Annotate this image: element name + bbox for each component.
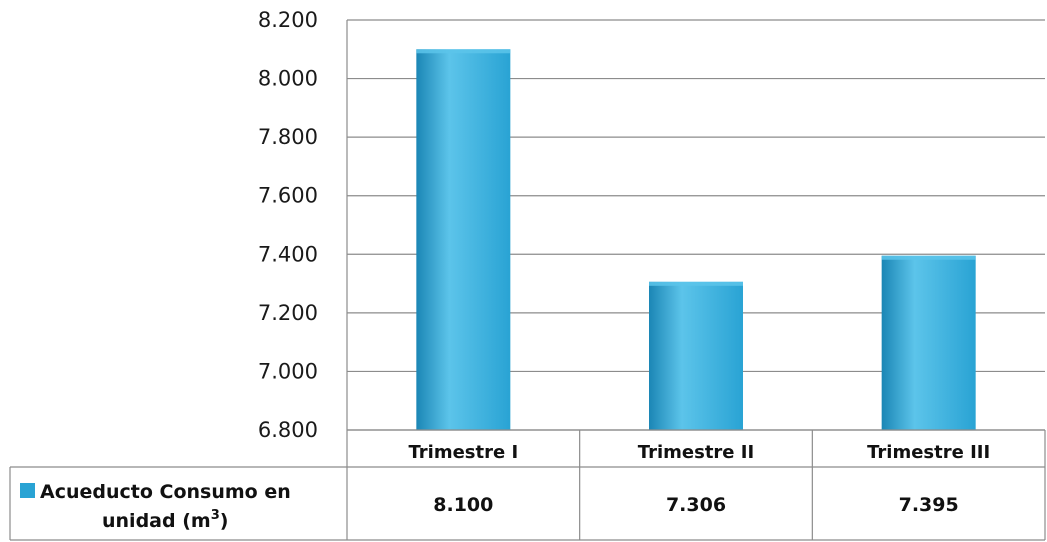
bars [416,49,976,431]
legend-label-line2: unidad (m3) [102,508,228,532]
y-tick-label-2: 7.200 [258,301,318,325]
y-tick-label-1: 7.000 [258,359,318,383]
category-label-2: Trimestre II [638,442,754,463]
y-tick-label-4: 7.600 [258,184,318,208]
value-label-1: 8.100 [433,494,493,516]
value-label-2: 7.306 [666,494,726,516]
value-label-3: 7.395 [899,494,959,516]
legend-label-unit-close: ) [220,510,229,532]
y-tick-label-7: 8.200 [258,8,318,32]
legend-label-line1: Acueducto Consumo en [40,481,291,503]
y-tick-label-0: 6.800 [258,418,318,442]
y-axis: 6.800 7.000 7.200 7.400 7.600 7.800 8.000 8.200 [258,8,318,442]
legend-label-unit: unidad (m [102,510,211,532]
bar-top-highlight-1 [416,49,511,54]
y-tick-label-5: 7.800 [258,125,318,149]
bar-1 [416,49,511,431]
legend-label-unit-sup: 3 [211,508,220,523]
bar-top-highlight-3 [881,255,976,260]
category-label-3: Trimestre III [867,442,990,463]
data-table: Acueducto Consumo en unidad (m3) Trimest… [9,429,1046,541]
category-label-1: Trimestre I [408,442,518,463]
y-tick-label-3: 7.400 [258,242,318,266]
y-tick-label-6: 8.000 [258,67,318,91]
bar-2 [649,281,743,430]
legend-swatch [20,483,35,498]
bar-top-highlight-2 [649,281,743,286]
bar-3 [881,255,976,430]
